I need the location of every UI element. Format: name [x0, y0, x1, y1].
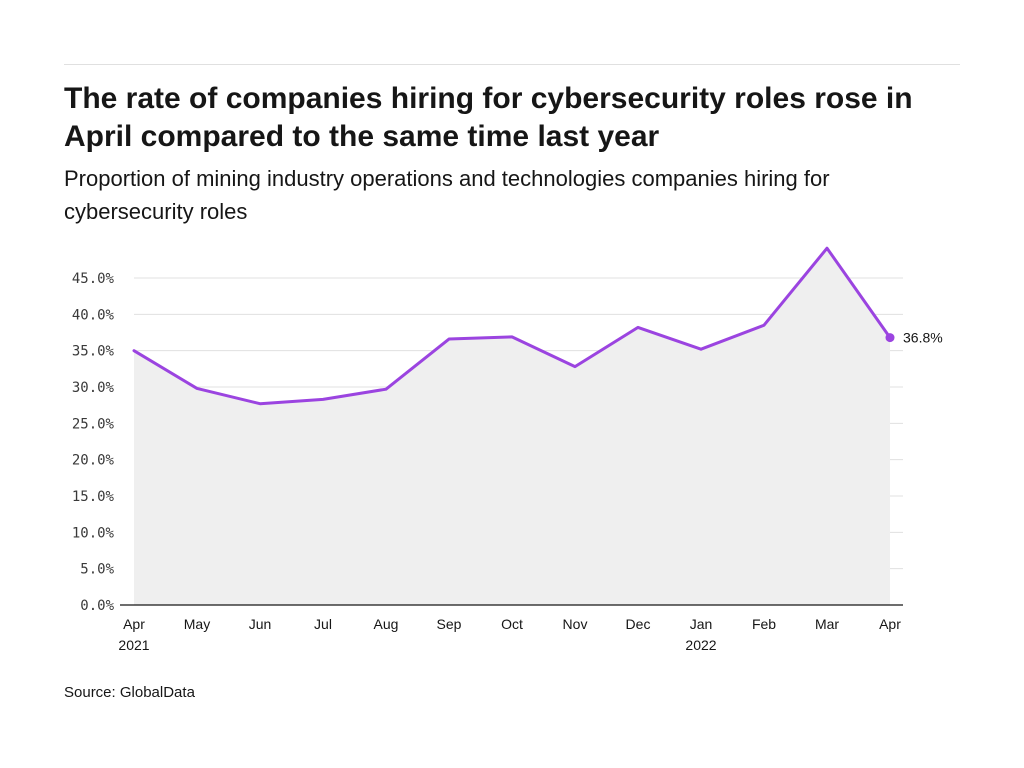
x-tick-year-label: 2021 — [118, 637, 149, 653]
data-labels: 36.8% — [903, 330, 943, 346]
area-fill — [134, 248, 890, 605]
x-tick-label: Apr — [879, 616, 901, 632]
x-tick-label: Dec — [626, 616, 651, 632]
x-tick-label: Apr — [123, 616, 145, 632]
x-tick-label: Jul — [314, 616, 332, 632]
x-tick-label: Aug — [374, 616, 399, 632]
end-value-label: 36.8% — [903, 330, 943, 346]
y-tick-label: 35.0% — [72, 344, 115, 360]
y-tick-label: 0.0% — [80, 598, 114, 614]
x-tick-label: Jan — [690, 616, 713, 632]
y-tick-label: 30.0% — [72, 380, 115, 396]
series-line — [132, 246, 892, 406]
x-tick-label: Oct — [501, 616, 523, 632]
y-tick-label: 5.0% — [80, 562, 114, 578]
x-tick-year-label: 2022 — [685, 637, 716, 653]
source-note: Source: GlobalData — [64, 684, 195, 701]
y-tick-label: 25.0% — [72, 416, 115, 432]
top-divider — [64, 64, 960, 65]
x-tick-label: Nov — [563, 616, 588, 632]
x-tick-label: Feb — [752, 616, 776, 632]
y-axis-tick-labels: 0.0% 5.0% 10.0% 15.0% 20.0% 25.0% 30.0% 35.0% 40… — [72, 271, 115, 614]
x-tick-label: Mar — [815, 616, 839, 632]
chart-subtitle: Proportion of mining industry operations… — [64, 166, 830, 224]
y-tick-label: 10.0% — [72, 525, 115, 541]
series-area — [134, 248, 890, 605]
chart-title: The rate of companies hiring for cyberse… — [64, 82, 913, 153]
y-tick-label: 15.0% — [72, 489, 115, 505]
y-tick-label: 20.0% — [72, 453, 115, 469]
x-tick-label: Sep — [437, 616, 462, 632]
x-tick-label: May — [184, 616, 210, 632]
data-series — [132, 246, 895, 406]
end-point-marker — [885, 333, 895, 343]
y-tick-label: 45.0% — [72, 271, 115, 287]
x-tick-label: Jun — [249, 616, 272, 632]
x-axis-tick-labels: Apr 2021 May Jun Jul Aug Sep Oct Nov Dec Jan 2022 Fe… — [118, 616, 901, 653]
y-tick-label: 40.0% — [72, 307, 115, 323]
